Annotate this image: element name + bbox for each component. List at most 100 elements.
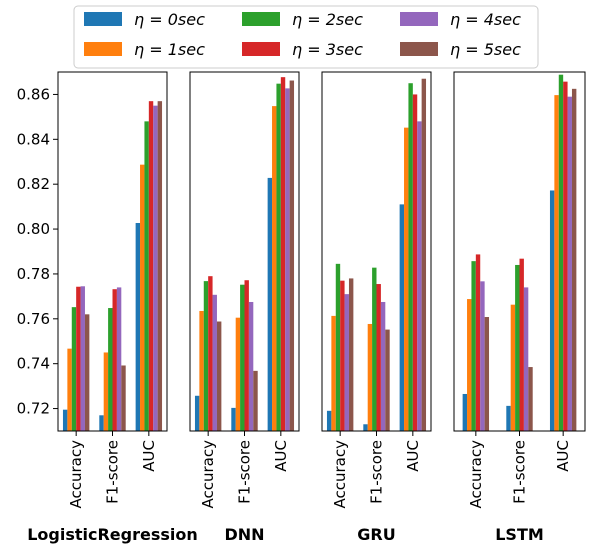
- bar-lstm-f1-score-s4: [523, 287, 529, 431]
- bar-lstm-accuracy-s3: [475, 254, 481, 431]
- bar-logisticregression-accuracy-s1: [67, 348, 72, 431]
- bar-dnn-f1-score-s0: [231, 407, 236, 431]
- bar-lstm-auc-s3: [563, 81, 568, 431]
- panel-title: GRU: [357, 525, 395, 544]
- bar-lstm-f1-score-s3: [519, 258, 524, 431]
- bar-logisticregression-auc-s2: [144, 121, 149, 431]
- x-tick-label: AUC: [272, 440, 290, 472]
- x-tick-label: AUC: [554, 440, 572, 472]
- bar-logisticregression-accuracy-s4: [80, 286, 85, 431]
- bar-lstm-auc-s4: [567, 96, 572, 431]
- bar-gru-auc-s4: [417, 121, 422, 431]
- bar-lstm-f1-score-s5: [528, 367, 533, 431]
- bar-logisticregression-auc-s3: [148, 101, 154, 431]
- legend-swatch: [400, 42, 438, 56]
- panel-dnn: Accuracy F1-score AUC DNN: [189, 71, 300, 544]
- bar-lstm-auc-s0: [549, 190, 555, 431]
- panel-title: LogisticRegression: [27, 525, 198, 544]
- x-tick-label: Accuracy: [199, 440, 217, 509]
- bar-gru-f1-score-s1: [367, 323, 373, 431]
- bar-gru-f1-score-s4: [380, 301, 386, 431]
- y-axis: 0.72 0.74 0.76 0.78 0.80 0.82 0.84 0.86: [17, 85, 58, 418]
- bar-dnn-accuracy-s3: [208, 276, 213, 431]
- x-tick-label: Accuracy: [67, 440, 85, 509]
- y-tick-label: 0.74: [17, 355, 50, 373]
- legend-entry: η = 2sec: [292, 10, 363, 29]
- bar-logisticregression-accuracy-s5: [84, 314, 90, 431]
- bar-lstm-accuracy-s1: [467, 299, 472, 431]
- x-tick-label: F1-score: [368, 440, 386, 504]
- bar-logisticregression-accuracy-s0: [62, 409, 68, 431]
- bar-gru-f1-score-s5: [385, 329, 390, 431]
- bar-logisticregression-auc-s5: [157, 101, 163, 431]
- panel-frame: [189, 71, 300, 432]
- y-tick-label: 0.76: [17, 310, 50, 328]
- bar-lstm-f1-score-s1: [510, 304, 516, 431]
- bar-logisticregression-f1-score-s0: [99, 415, 104, 431]
- x-tick-label: Accuracy: [467, 440, 485, 509]
- bar-gru-accuracy-s5: [348, 278, 354, 431]
- bar-gru-auc-s2: [408, 83, 413, 431]
- y-tick-label: 0.86: [17, 85, 50, 103]
- bar-dnn-accuracy-s0: [194, 395, 200, 431]
- panel-lstm: Accuracy F1-score AUC LSTM: [453, 71, 586, 544]
- x-tick-label: F1-score: [511, 440, 529, 504]
- panel-frame: [321, 71, 432, 432]
- bar-dnn-accuracy-s1: [199, 310, 204, 431]
- legend-swatch: [400, 12, 438, 26]
- legend-swatch: [84, 12, 122, 26]
- x-tick-label: AUC: [140, 440, 158, 472]
- panel-frame: [57, 71, 168, 432]
- bar-dnn-f1-score-s2: [240, 284, 245, 431]
- x-tick-label: Accuracy: [331, 440, 349, 509]
- y-tick-label: 0.78: [17, 265, 50, 283]
- bar-gru-auc-s5: [421, 78, 427, 431]
- bar-dnn-accuracy-s5: [216, 321, 222, 431]
- bar-gru-accuracy-s4: [344, 294, 349, 431]
- bar-dnn-f1-score-s4: [248, 301, 254, 431]
- bar-dnn-f1-score-s3: [244, 280, 249, 431]
- bar-logisticregression-auc-s0: [135, 223, 141, 431]
- panel-title: LSTM: [495, 525, 544, 544]
- x-tick-label: F1-score: [236, 440, 254, 504]
- bar-lstm-accuracy-s4: [480, 281, 485, 431]
- y-tick-label: 0.84: [17, 130, 50, 148]
- bar-lstm-accuracy-s5: [484, 317, 490, 431]
- bar-dnn-auc-s4: [285, 88, 290, 431]
- legend-entry: η = 1sec: [134, 40, 205, 59]
- y-tick-label: 0.82: [17, 175, 50, 193]
- bar-logisticregression-auc-s4: [153, 105, 158, 431]
- legend-swatch: [242, 12, 280, 26]
- bar-gru-f1-score-s2: [372, 267, 377, 431]
- y-tick-label: 0.80: [17, 220, 50, 238]
- bar-logisticregression-f1-score-s5: [121, 365, 126, 431]
- bar-dnn-accuracy-s4: [212, 294, 217, 431]
- legend-entry: η = 5sec: [450, 40, 521, 59]
- bar-dnn-auc-s5: [289, 80, 295, 431]
- bar-lstm-f1-score-s2: [515, 264, 520, 431]
- bar-gru-accuracy-s0: [326, 410, 332, 431]
- x-tick-label: F1-score: [104, 440, 122, 504]
- chart-panels: Accuracy F1-score AUCLogisticRegressionAcc…: [27, 71, 586, 544]
- legend: η = 0sec η = 1sec η = 2sec η = 3sec η = 4sec…: [73, 5, 539, 69]
- bar-dnn-auc-s1: [272, 106, 277, 431]
- panel-logisticregression: Accuracy F1-score AUC LogisticRegression: [27, 71, 198, 544]
- x-tick-label: AUC: [404, 440, 422, 472]
- legend-entry: η = 3sec: [292, 40, 363, 59]
- bar-lstm-auc-s2: [558, 74, 564, 431]
- bar-dnn-auc-s2: [276, 83, 281, 431]
- legend-entry: η = 4sec: [450, 10, 521, 29]
- bar-gru-accuracy-s2: [335, 263, 341, 431]
- bar-dnn-auc-s0: [267, 177, 273, 431]
- legend-swatch: [84, 42, 122, 56]
- bar-dnn-auc-s3: [280, 77, 286, 431]
- bar-dnn-f1-score-s5: [253, 370, 258, 431]
- panel-gru: Accuracy F1-score AUC GRU: [321, 71, 432, 544]
- bar-logisticregression-accuracy-s2: [71, 307, 77, 431]
- bar-logisticregression-auc-s1: [140, 164, 145, 431]
- bar-dnn-f1-score-s1: [235, 317, 241, 431]
- y-tick-label: 0.72: [17, 400, 50, 418]
- bar-gru-auc-s1: [404, 127, 409, 431]
- bar-gru-auc-s0: [399, 204, 405, 431]
